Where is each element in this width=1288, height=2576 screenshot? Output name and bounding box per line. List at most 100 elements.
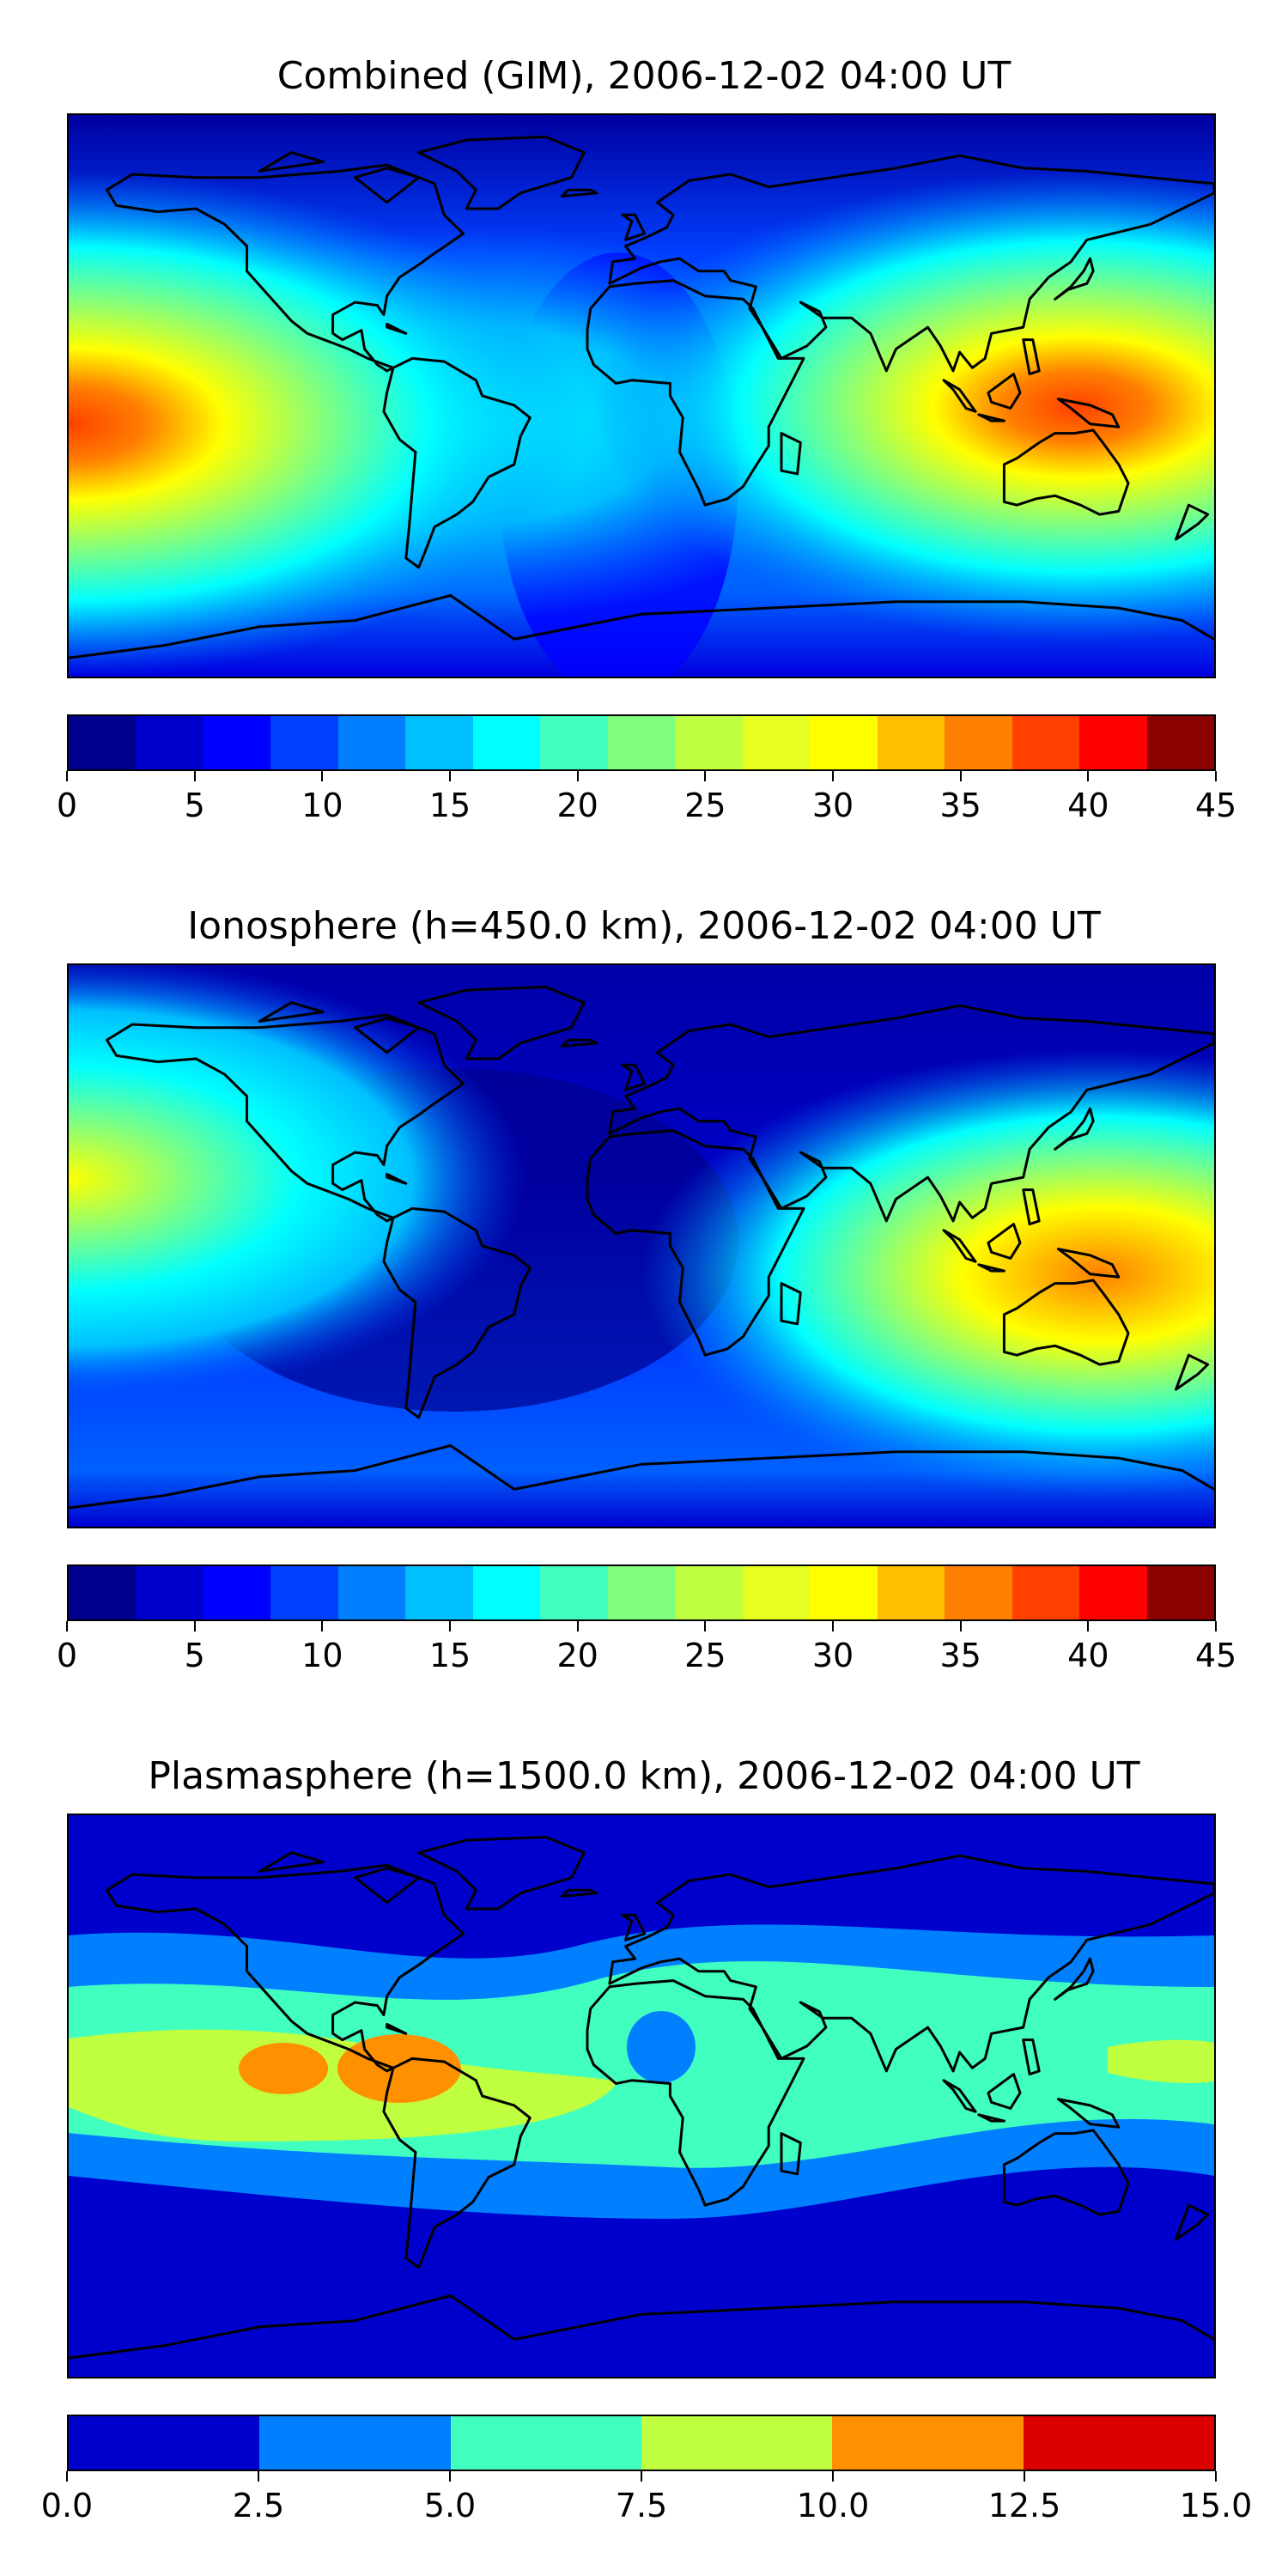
colorbar-tick-label: 40 bbox=[1067, 1637, 1109, 1674]
colorbar-tick-mark bbox=[1024, 2471, 1025, 2482]
coastline bbox=[417, 1835, 586, 1911]
colorbar-segment bbox=[945, 716, 1012, 769]
colorbar-tick-label: 20 bbox=[556, 787, 598, 824]
island-coastline bbox=[1175, 2203, 1210, 2241]
colorbar-tick-mark bbox=[193, 1621, 196, 1631]
panel-title: Plasmasphere (h=1500.0 km), 2006-12-02 0… bbox=[148, 1754, 1140, 1798]
colorbar-tick-label: 15 bbox=[428, 787, 471, 824]
island-coastline bbox=[1175, 1353, 1210, 1391]
colorbar-tick-mark bbox=[321, 771, 324, 781]
colorbar-segment bbox=[877, 716, 945, 769]
colorbar-tick-label: 5.0 bbox=[423, 2487, 477, 2524]
colorbar-tick-mark bbox=[1215, 2471, 1217, 2482]
island-coastline bbox=[560, 1888, 598, 1898]
colorbar-segment bbox=[1023, 2416, 1214, 2470]
colorbar-segment bbox=[675, 1566, 743, 1619]
colorbar-ticks: 0.0 2.5 5.0 7.5 10.0 12.5 15.0 bbox=[41, 2471, 1252, 2524]
colorbar-segment bbox=[540, 716, 608, 769]
colorbar-segment bbox=[1146, 716, 1214, 769]
colorbar-tick-mark bbox=[449, 771, 451, 781]
colorbar-segment bbox=[472, 1566, 541, 1619]
colorbar-tick-label: 0 bbox=[56, 787, 78, 824]
colorbar-segment bbox=[1146, 1566, 1214, 1619]
map-svg-combined bbox=[69, 115, 1214, 677]
colorbar-tick-label: 10 bbox=[301, 1637, 343, 1674]
colorbar-segment bbox=[607, 1566, 676, 1619]
colorbar-ticks: 0 5 10 15 20 25 30 35 40 45 bbox=[57, 771, 1236, 824]
colorbar-tick-label: 45 bbox=[1194, 787, 1237, 824]
colorbar-tick-label: 2.5 bbox=[232, 2487, 285, 2524]
coastline bbox=[586, 1979, 805, 2207]
colorbar-segment bbox=[259, 2416, 451, 2470]
colorbar-segment bbox=[472, 716, 541, 769]
colorbar-tick-label: 15 bbox=[428, 1637, 471, 1674]
colorbar-tick-mark bbox=[576, 1621, 579, 1631]
island-coastline bbox=[258, 1001, 325, 1023]
island-coastline bbox=[1056, 398, 1121, 428]
island-coastline bbox=[780, 432, 802, 476]
colorbar-tick-mark bbox=[576, 771, 579, 781]
colorbar-tick-label: 20 bbox=[556, 1637, 598, 1674]
colorbar-segment bbox=[136, 1566, 204, 1619]
island-coastline bbox=[354, 1017, 421, 1054]
colorbar-segment bbox=[337, 716, 406, 769]
island-coastline bbox=[780, 2132, 802, 2176]
coastline bbox=[106, 163, 465, 373]
colorbar-segment bbox=[945, 1566, 1012, 1619]
island-coastline bbox=[258, 1851, 325, 1873]
island-coastline bbox=[1022, 2038, 1041, 2076]
colorbar-segment bbox=[742, 716, 811, 769]
colorbar-tick-mark bbox=[321, 1621, 324, 1631]
colorbar-tick-mark bbox=[449, 1621, 451, 1631]
colorbar-segment bbox=[69, 1566, 137, 1619]
island-coastline bbox=[386, 322, 408, 335]
colorbar-segment bbox=[742, 1566, 811, 1619]
colorbar-tick-mark bbox=[66, 1621, 68, 1631]
coastline bbox=[382, 1206, 532, 1419]
island-coastline bbox=[560, 188, 598, 197]
island-coastline bbox=[1022, 1188, 1041, 1226]
colorbar-segment bbox=[337, 1566, 406, 1619]
coastline bbox=[608, 154, 1214, 373]
coastline bbox=[417, 135, 586, 210]
island-coastline bbox=[1054, 1107, 1095, 1151]
island-coastline bbox=[354, 1867, 421, 1905]
colorbar-segment bbox=[270, 716, 338, 769]
island-coastline bbox=[977, 2113, 1005, 2123]
colorbar-tick-mark bbox=[832, 2471, 834, 2482]
colorbar-tick-mark bbox=[832, 1621, 834, 1631]
island-coastline bbox=[560, 1038, 598, 1048]
island-coastline bbox=[987, 1223, 1022, 1260]
colorbar-segment bbox=[810, 716, 878, 769]
colorbar-tick-label: 5 bbox=[184, 787, 205, 824]
colorbar-segment bbox=[641, 2416, 833, 2470]
colorbar-tick-mark bbox=[1087, 771, 1090, 781]
coastline bbox=[608, 1854, 1214, 2073]
colorbar-segment bbox=[203, 716, 271, 769]
coastline bbox=[586, 1129, 805, 1357]
coastline bbox=[417, 985, 586, 1060]
colorbar-segment bbox=[1012, 716, 1080, 769]
colorbar-tick-label: 30 bbox=[811, 787, 854, 824]
coastline bbox=[382, 2057, 532, 2269]
map-svg-plasmasphere bbox=[69, 1815, 1214, 2377]
colorbar bbox=[67, 2415, 1216, 2471]
colorbar bbox=[67, 714, 1216, 771]
colorbar-tick-label: 45 bbox=[1194, 1637, 1237, 1674]
colorbar-tick-mark bbox=[449, 2471, 451, 2482]
island-coastline bbox=[1056, 2098, 1121, 2129]
colorbar-segment bbox=[69, 716, 137, 769]
colorbar-tick-label: 35 bbox=[939, 787, 981, 824]
island-coastline bbox=[942, 379, 977, 413]
island-coastline bbox=[1056, 1248, 1121, 1279]
colorbar-tick-mark bbox=[193, 771, 196, 781]
colorbar-tick-label: 10 bbox=[301, 787, 343, 824]
island-coastline bbox=[977, 413, 1005, 422]
colorbar-tick-mark bbox=[704, 1621, 707, 1631]
island-coastline bbox=[942, 2079, 977, 2113]
colorbar-tick-label: 7.5 bbox=[615, 2487, 668, 2524]
colorbar-tick-label: 25 bbox=[684, 787, 726, 824]
colorbar-tick-label: 30 bbox=[811, 1637, 854, 1674]
island-coastline bbox=[386, 1172, 408, 1185]
colorbar-segment bbox=[405, 1566, 473, 1619]
